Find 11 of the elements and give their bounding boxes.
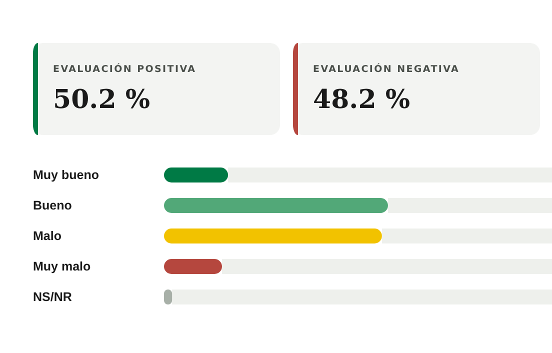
y-tick-label: Muy bueno <box>33 168 100 182</box>
bar <box>164 259 222 274</box>
y-tick-label: NS/NR <box>33 290 72 304</box>
y-tick-label: Malo <box>33 229 62 243</box>
text: EVALUACIÓN POSITIVA <box>53 63 196 75</box>
y-tick-label: Muy malo <box>33 260 92 274</box>
text: EVALUACIÓN NEGATIVA <box>313 63 460 75</box>
y-tick-label: Bueno <box>33 198 72 212</box>
text: 50.2 % <box>53 85 150 115</box>
bar <box>164 168 228 182</box>
text: 48.2 % <box>313 85 410 115</box>
